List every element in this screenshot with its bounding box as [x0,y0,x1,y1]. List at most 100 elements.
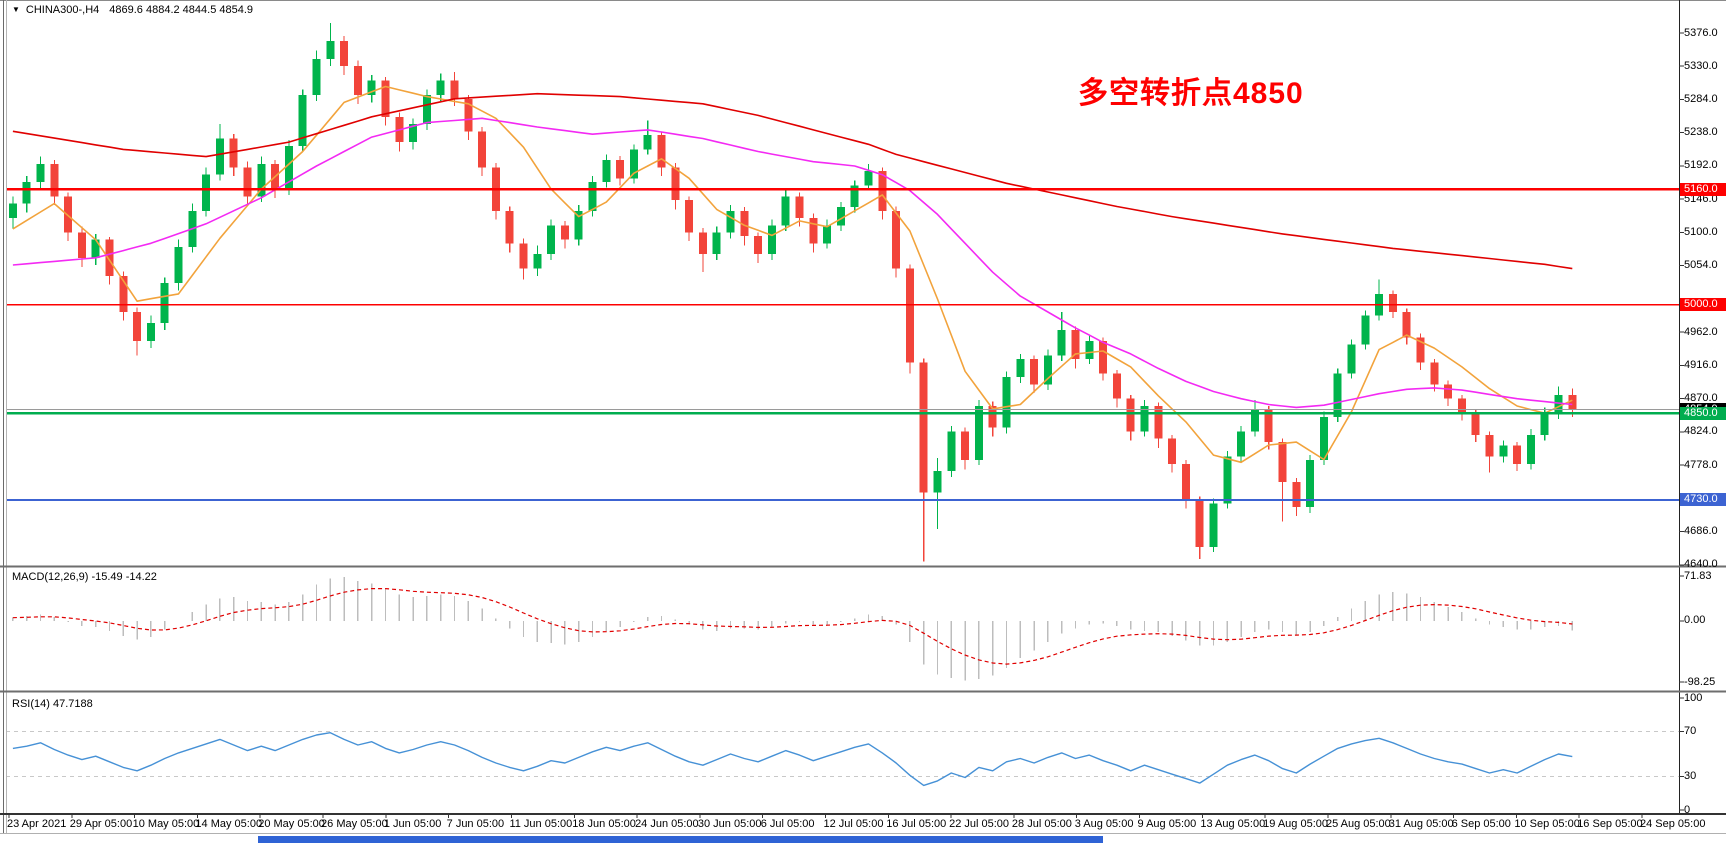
bear-candle [698,232,707,255]
bear-candle [105,239,114,276]
rsi-line [12,732,1573,787]
bear-candle [243,167,252,197]
bear-candle [64,196,73,233]
bear-candle [1402,312,1411,338]
bull-candle [436,80,445,96]
bull-candle [298,95,307,146]
bear-candle [478,131,487,168]
bear-candle [1264,409,1273,443]
bull-candle [1016,358,1025,378]
symbol-timeframe-label: CHINA300-,H4 [25,4,100,16]
bear-candle [878,171,887,211]
bear-candle [1568,395,1577,410]
bull-candle [726,210,735,233]
chart-title[interactable]: ▼ CHINA300-,H4 4869.6 4884.2 4844.5 4854.9 [12,3,253,17]
bear-candle [519,243,528,269]
bull-candle [547,225,556,255]
price-tick-label: 4870.0 [1684,392,1718,405]
bear-candle [1168,438,1177,464]
bear-candle [685,199,694,233]
bull-candle [91,239,100,258]
price-tick-label: 4916.0 [1684,358,1718,371]
bull-candle [174,246,183,284]
price-tick-label: 5054.0 [1684,259,1718,272]
bear-candle [1430,362,1439,385]
ma-slow-red [12,92,1573,270]
bull-candle [1002,377,1011,428]
time-tick-label: 29 Apr 05:00 [69,818,133,830]
price-tick-label: 5284.0 [1684,92,1718,105]
ma-mid-magenta [12,117,1573,409]
time-tick-label: 30 Jun 05:00 [697,818,762,830]
bull-candle [1319,416,1328,461]
bear-candle [1457,398,1466,414]
bull-candle [1237,431,1246,457]
rsi-tick-label: 30 [1684,769,1697,782]
time-tick-label: 1 Jun 05:00 [383,818,442,830]
level-badge-4730: 4730.0 [1680,493,1726,507]
bull-candle [367,80,376,96]
bear-candle [1112,373,1121,399]
bull-candle [947,431,956,472]
price-tick-label: 5330.0 [1684,59,1718,72]
bull-candle [574,210,583,240]
bear-candle [1485,434,1494,457]
bull-candle [864,171,873,186]
ma-fast-orange [12,85,1573,464]
time-tick-label: 3 Aug 05:00 [1074,818,1134,830]
time-tick-label: 24 Sep 05:00 [1640,818,1706,830]
bull-candle [284,145,293,190]
rsi-tick-label: 100 [1684,691,1703,704]
time-tick-label: 16 Sep 05:00 [1577,818,1643,830]
macd-tick-label: 0.00 [1684,614,1706,627]
bull-candle [1333,373,1342,417]
bull-candle [974,405,983,461]
price-tick-label: 4640.0 [1684,558,1718,571]
bear-candle [905,268,914,363]
symbol-dropdown-icon[interactable]: ▼ [12,5,20,14]
bear-candle [961,431,970,461]
time-tick-label: 10 Sep 05:00 [1514,818,1580,830]
bull-candle [1499,445,1508,457]
bear-candle [1154,405,1163,439]
bear-candle [616,160,625,179]
price-tick-label: 5146.0 [1684,192,1718,205]
bull-candle [409,124,418,143]
price-tick-label: 4686.0 [1684,525,1718,538]
rsi-indicator-label: RSI(14) 47.7188 [12,698,93,710]
bull-candle [533,254,542,269]
time-tick-label: 7 Jun 05:00 [446,818,505,830]
bear-candle [505,210,514,244]
bear-candle [1181,463,1190,500]
bear-candle [340,40,349,67]
time-tick-label: 6 Sep 05:00 [1451,818,1511,830]
price-tick-label: 5376.0 [1684,26,1718,39]
taskbar-fragment [258,836,1103,843]
bear-candle [671,167,680,200]
bull-candle [588,181,597,211]
bear-candle [1278,442,1287,482]
bull-candle [933,471,942,493]
bear-candle [809,218,818,244]
level-badge-4850: 4850.0 [1680,406,1726,420]
bear-candle [1126,398,1135,432]
bull-candle [215,138,224,175]
bull-candle [643,134,652,150]
bear-candle [77,232,86,258]
bear-candle [1071,330,1080,359]
time-tick-label: 11 Jun 05:00 [509,818,573,830]
bear-candle [1416,337,1425,363]
bear-candle [892,210,901,269]
price-tick-label: 4962.0 [1684,325,1718,338]
bear-candle [1471,413,1480,435]
bull-candle [629,149,638,179]
time-tick-label: 12 Jul 05:00 [823,818,884,830]
time-tick-label: 16 Jul 05:00 [886,818,947,830]
bear-candle [740,210,749,237]
time-tick-label: 14 May 05:00 [195,818,263,830]
price-tick-label: 5238.0 [1684,126,1718,139]
time-tick-label: 31 Aug 05:00 [1388,818,1454,830]
bear-candle [50,163,59,197]
chart-annotation-text[interactable]: 多空转折点4850 [1078,77,1304,110]
